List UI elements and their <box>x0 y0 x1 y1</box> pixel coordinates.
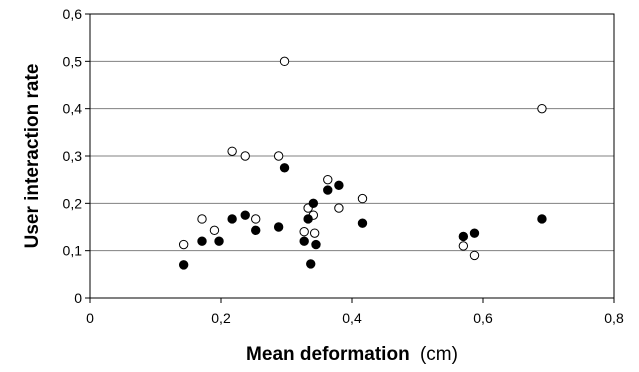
axis-ticks: 0 0,1 0,2 0,3 0,4 0,5 0,6 0 0,2 0,4 0,6 0,8 <box>63 6 624 326</box>
y-tick-label: 0,1 <box>63 243 83 259</box>
open-data-point <box>323 174 333 185</box>
x-axis-title: Mean deformation (cm) <box>246 344 458 365</box>
open-data-point <box>458 241 469 251</box>
x-tick-label: 0 <box>86 310 94 326</box>
x-axis-title-main: Mean deformation <box>246 344 410 365</box>
y-tick-label: 0,3 <box>63 148 83 164</box>
filled-data-point <box>308 198 319 209</box>
filled-data-point <box>251 225 261 236</box>
y-tick-label: 0,6 <box>63 6 83 22</box>
open-data-point <box>240 151 250 161</box>
y-tick-label: 0,4 <box>63 101 83 117</box>
filled-data-point <box>299 236 309 246</box>
x-axis-title-unit: (cm) <box>420 344 458 365</box>
filled-data-point <box>357 218 368 228</box>
open-data-point <box>209 225 220 236</box>
filled-data-point <box>306 259 316 269</box>
x-tick-label: 0,2 <box>211 310 231 326</box>
data-points <box>178 56 547 270</box>
open-data-point <box>334 203 344 213</box>
filled-data-point <box>469 228 480 238</box>
x-tick-label: 0,8 <box>604 310 624 326</box>
open-data-point <box>178 239 189 250</box>
y-tick-label: 0,2 <box>63 195 83 211</box>
open-data-point <box>197 214 207 224</box>
gridlines <box>90 60 614 252</box>
filled-data-point <box>311 239 321 250</box>
filled-data-point <box>537 214 547 224</box>
filled-data-point <box>303 214 313 224</box>
filled-data-point <box>323 185 333 195</box>
filled-data-point <box>178 260 189 270</box>
open-data-point <box>309 228 320 238</box>
y-axis-title: User interaction rate <box>22 64 43 249</box>
x-tick-label: 0,4 <box>342 310 362 326</box>
filled-data-point <box>279 163 290 173</box>
open-data-point <box>227 146 237 156</box>
filled-data-point <box>214 236 224 246</box>
open-data-point <box>299 227 309 237</box>
filled-data-point <box>458 231 469 242</box>
open-data-point <box>469 250 480 261</box>
open-data-point <box>273 151 284 161</box>
filled-data-point <box>273 222 284 232</box>
y-tick-label: 0 <box>74 290 82 306</box>
filled-data-point <box>240 210 250 220</box>
open-data-point <box>357 193 368 204</box>
filled-data-point <box>227 214 237 224</box>
open-data-point <box>537 103 547 114</box>
x-tick-label: 0,6 <box>473 310 493 326</box>
open-data-point <box>279 56 290 67</box>
y-tick-label: 0,5 <box>63 53 83 69</box>
filled-data-point <box>334 180 344 191</box>
open-data-point <box>251 214 261 224</box>
filled-data-point <box>197 236 207 246</box>
